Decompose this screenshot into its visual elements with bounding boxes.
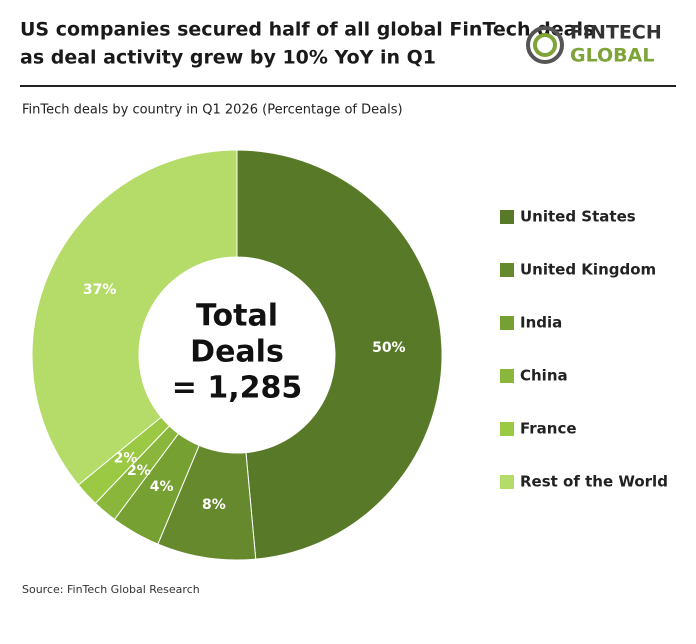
legend-swatch: [500, 263, 514, 277]
legend-label: France: [520, 420, 577, 438]
donut-slice: [31, 149, 238, 486]
chart-subtitle: FinTech deals by country in Q1 2026 (Per…: [22, 103, 403, 118]
legend-label: India: [520, 314, 562, 332]
legend-label: China: [520, 367, 568, 385]
legend-swatch: [500, 422, 514, 436]
chart-title-line-2: as deal activity grew by 10% YoY in Q1: [20, 47, 436, 69]
logo-ring-inner: [533, 33, 557, 57]
legend-label: Rest of the World: [520, 473, 668, 491]
source: Source: FinTech Global Research: [22, 583, 200, 596]
legend-swatch: [500, 210, 514, 224]
logo-ring: [526, 26, 564, 64]
data-label: 37%: [83, 282, 117, 298]
legend-label: United States: [520, 208, 636, 226]
data-label: 2%: [127, 463, 151, 479]
chart-title-line-1: US companies secured half of all global …: [20, 19, 594, 41]
center-text: Deals: [190, 335, 284, 370]
logo-text: FINTECH: [570, 22, 662, 44]
center-text: Total: [196, 299, 278, 334]
legend-label: United Kingdom: [520, 261, 656, 279]
logo: FINTECH GLOBAL: [526, 22, 662, 67]
donut-slice: [236, 149, 443, 560]
data-label: 8%: [202, 497, 226, 513]
data-label: 4%: [150, 479, 174, 495]
data-label: 2%: [114, 450, 138, 466]
legend-swatch: [500, 369, 514, 383]
legend-swatch: [500, 475, 514, 489]
logo-text: GLOBAL: [570, 45, 654, 67]
data-label: 50%: [372, 340, 406, 356]
center-text: = 1,285: [172, 371, 302, 406]
legend-swatch: [500, 316, 514, 330]
